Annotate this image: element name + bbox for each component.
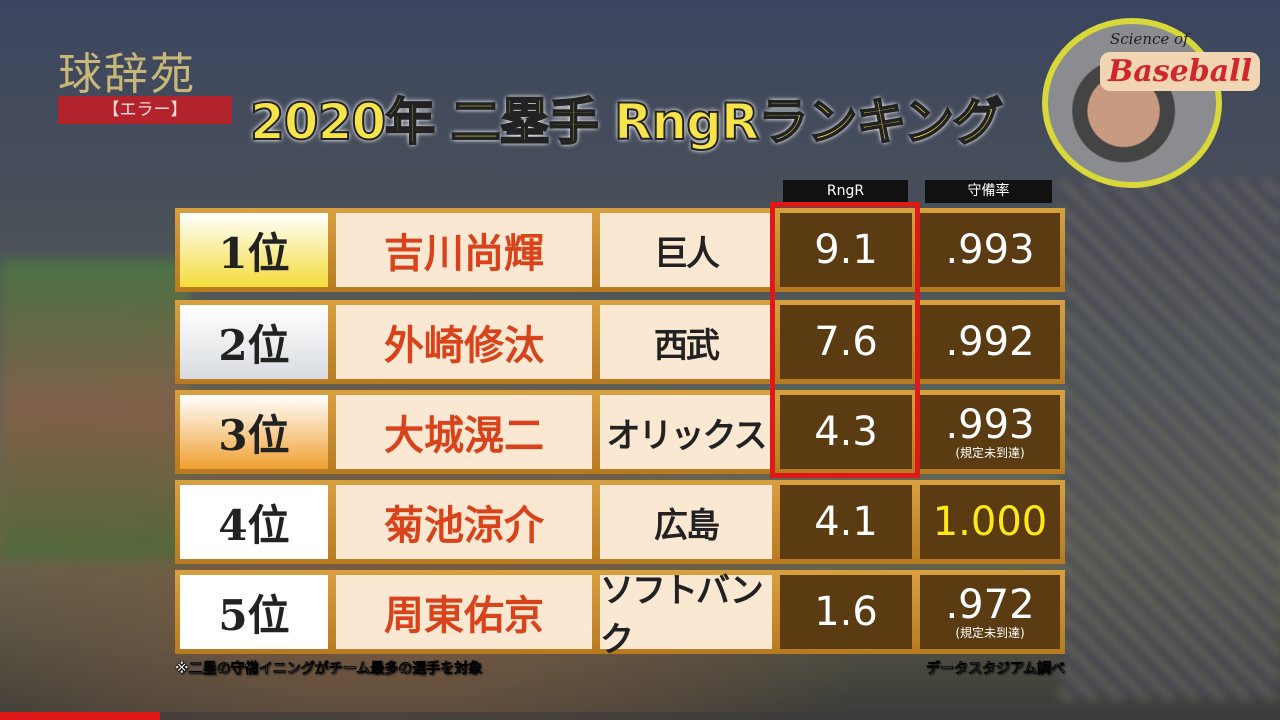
brand-name: Baseball bbox=[1100, 52, 1260, 91]
team-name: オリックス bbox=[600, 395, 772, 469]
table-row: 5位 周東佑京 ソフトバンク 1.6 .972 (規定未到達) bbox=[175, 570, 1065, 660]
team-name: 西武 bbox=[600, 305, 772, 379]
program-logo: 球辞苑 bbox=[58, 49, 196, 100]
table-row: 2位 外崎修汰 西武 7.6 .992 bbox=[175, 300, 1065, 384]
video-progress-bar[interactable] bbox=[0, 712, 1280, 720]
fielding-cell: .993 bbox=[920, 213, 1060, 287]
fielding-cell: .972 (規定未到達) bbox=[920, 575, 1060, 649]
video-progress-fill bbox=[0, 712, 160, 720]
fielding-value: .972 bbox=[945, 582, 1035, 628]
commentator-avatar bbox=[1042, 18, 1222, 188]
rank-cell: 2位 bbox=[180, 305, 328, 379]
fielding-cell: 1.000 bbox=[920, 485, 1060, 559]
player-name: 大城滉二 bbox=[336, 395, 592, 469]
fielding-value: 1.000 bbox=[932, 499, 1048, 545]
rank-cell: 4位 bbox=[180, 485, 328, 559]
rngr-value: 4.1 bbox=[780, 485, 912, 559]
rank-cell: 1位 bbox=[180, 213, 328, 287]
header-rngr: RngR bbox=[783, 180, 908, 203]
team-name: ソフトバンク bbox=[600, 571, 772, 660]
table-row: 4位 菊池涼介 広島 4.1 1.000 bbox=[175, 480, 1065, 564]
footnote: ※二塁の守備イニングがチーム最多の選手を対象 bbox=[175, 661, 483, 678]
science-of-baseball-logo: Science of Baseball bbox=[1100, 30, 1260, 100]
brand-script: Science of bbox=[1110, 30, 1189, 48]
program-subtitle: 【エラー】 bbox=[58, 96, 232, 124]
rngr-value: 9.1 bbox=[780, 213, 912, 287]
fielding-value: .993 bbox=[945, 227, 1035, 273]
background-stands bbox=[1060, 180, 1280, 700]
fielding-cell: .993 (規定未到達) bbox=[920, 395, 1060, 469]
rngr-value: 4.3 bbox=[780, 395, 912, 469]
background-field bbox=[0, 260, 190, 560]
team-name: 巨人 bbox=[600, 213, 772, 287]
table-row: 3位 大城滉二 オリックス 4.3 .993 (規定未到達) bbox=[175, 390, 1065, 474]
fielding-note: (規定未到達) bbox=[955, 626, 1025, 640]
ranking-title: 2020年 二塁手 RngRランキング bbox=[249, 92, 1004, 152]
rngr-value: 7.6 bbox=[780, 305, 912, 379]
fielding-cell: .992 bbox=[920, 305, 1060, 379]
player-name: 吉川尚輝 bbox=[336, 213, 592, 287]
player-name: 外崎修汰 bbox=[336, 305, 592, 379]
table-row: 1位 吉川尚輝 巨人 9.1 .993 bbox=[175, 208, 1065, 292]
rngr-value: 1.6 bbox=[780, 575, 912, 649]
fielding-value: .993 bbox=[945, 402, 1035, 448]
rank-cell: 5位 bbox=[180, 575, 328, 649]
fielding-value: .992 bbox=[945, 319, 1035, 365]
team-name: 広島 bbox=[600, 485, 772, 559]
header-fielding: 守備率 bbox=[925, 180, 1052, 203]
player-name: 菊池涼介 bbox=[336, 485, 592, 559]
player-name: 周東佑京 bbox=[336, 575, 592, 649]
data-source: データスタジアム調べ bbox=[925, 661, 1066, 678]
rank-cell: 3位 bbox=[180, 395, 328, 469]
rngr-highlight-box bbox=[770, 202, 920, 478]
fielding-note: (規定未到達) bbox=[955, 446, 1025, 460]
